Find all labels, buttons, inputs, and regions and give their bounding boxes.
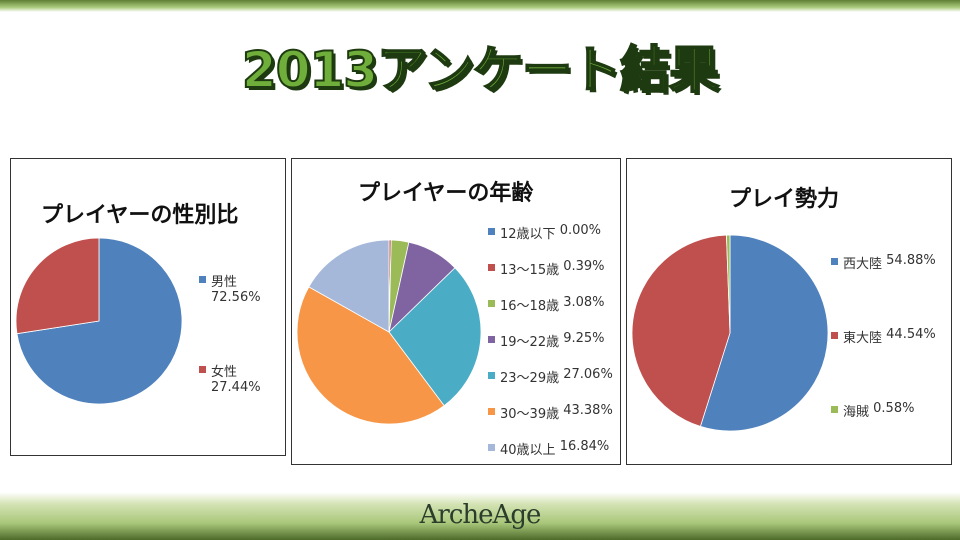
legend-item: 40歳以上 16.84% xyxy=(488,439,609,458)
legend-label: 男性 xyxy=(211,275,238,290)
faction-pie xyxy=(631,234,829,432)
archeage-logo: ArcheAge xyxy=(419,500,542,530)
chart-title: プレイヤーの性別比 xyxy=(41,203,239,228)
legend-value: 0.58% xyxy=(873,401,915,416)
legend-item: 13～15歳 0.39% xyxy=(488,259,605,278)
legend-value: 3.08% xyxy=(563,295,605,310)
legend-value: 27.06% xyxy=(563,367,613,382)
faction-chart-panel: プレイ勢力 西大陸 54.88% 東大陸 44.54% 海賊 0.58% xyxy=(626,158,952,465)
legend-value: 0.39% xyxy=(563,259,605,274)
legend-swatch xyxy=(488,408,495,415)
legend-value: 72.56% xyxy=(211,290,261,305)
top-banner xyxy=(0,0,960,12)
page-title: 2013アンケート結果 xyxy=(241,40,720,100)
legend-value: 9.25% xyxy=(563,331,605,346)
legend-swatch xyxy=(831,406,838,413)
legend-label: 30～39歳 xyxy=(500,407,560,422)
legend-swatch xyxy=(199,276,206,283)
legend-label: 西大陸 xyxy=(843,257,883,272)
pie-slice-0 xyxy=(16,237,183,405)
pie-slice-0 xyxy=(699,234,829,432)
legend-label: 12歳以下 xyxy=(500,227,556,242)
legend-swatch xyxy=(488,228,495,235)
legend-swatch xyxy=(831,258,838,265)
gender-pie xyxy=(15,237,183,405)
legend-item: 12歳以下 0.00% xyxy=(488,223,601,242)
legend-label: 東大陸 xyxy=(843,331,883,346)
legend-swatch xyxy=(831,332,838,339)
legend-swatch xyxy=(488,264,495,271)
legend-label: 23～29歳 xyxy=(500,371,560,386)
legend-label: 40歳以上 xyxy=(500,443,556,458)
pie-slice-2 xyxy=(726,234,731,334)
chart-title: プレイヤーの年齢 xyxy=(358,181,534,206)
legend-item: 西大陸 54.88% xyxy=(831,253,936,272)
legend-label: 19～22歳 xyxy=(500,335,560,350)
legend-label: 13～15歳 xyxy=(500,263,560,278)
pie-slice-1 xyxy=(631,234,731,427)
legend-item: 男性 72.56% xyxy=(199,271,261,305)
legend-swatch xyxy=(488,336,495,343)
legend-label: 16～18歳 xyxy=(500,299,560,314)
legend-swatch xyxy=(199,366,206,373)
legend-label: 女性 xyxy=(211,365,238,380)
legend-value: 44.54% xyxy=(886,327,936,342)
legend-swatch xyxy=(488,444,495,451)
legend-value: 27.44% xyxy=(211,380,261,395)
age-pie xyxy=(296,239,482,425)
legend-item: 30～39歳 43.38% xyxy=(488,403,613,422)
legend-item: 女性 27.44% xyxy=(199,361,261,395)
gender-chart-panel: プレイヤーの性別比 男性 72.56% 女性 27.44% xyxy=(10,158,286,456)
age-chart-panel: プレイヤーの年齢 12歳以下 0.00% 13～15歳 0.39% 16～18歳 3… xyxy=(291,158,621,465)
chart-title: プレイ勢力 xyxy=(729,187,840,212)
bottom-banner xyxy=(0,492,960,540)
legend-label: 海賊 xyxy=(843,405,870,420)
legend-swatch xyxy=(488,372,495,379)
pie-slice-4 xyxy=(388,267,482,407)
legend-item: 海賊 0.58% xyxy=(831,401,914,420)
legend-value: 16.84% xyxy=(559,439,610,454)
legend-value: 0.00% xyxy=(559,223,601,238)
legend-item: 東大陸 44.54% xyxy=(831,327,936,346)
legend-item: 19～22歳 9.25% xyxy=(488,331,605,350)
pie-slice-5 xyxy=(296,286,445,425)
pie-slice-1 xyxy=(15,237,100,335)
legend-swatch xyxy=(488,300,495,307)
legend-item: 23～29歳 27.06% xyxy=(488,367,613,386)
legend-value: 54.88% xyxy=(886,253,936,268)
pie-slice-6 xyxy=(308,239,390,333)
legend-value: 43.38% xyxy=(563,403,613,418)
legend-item: 16～18歳 3.08% xyxy=(488,295,605,314)
